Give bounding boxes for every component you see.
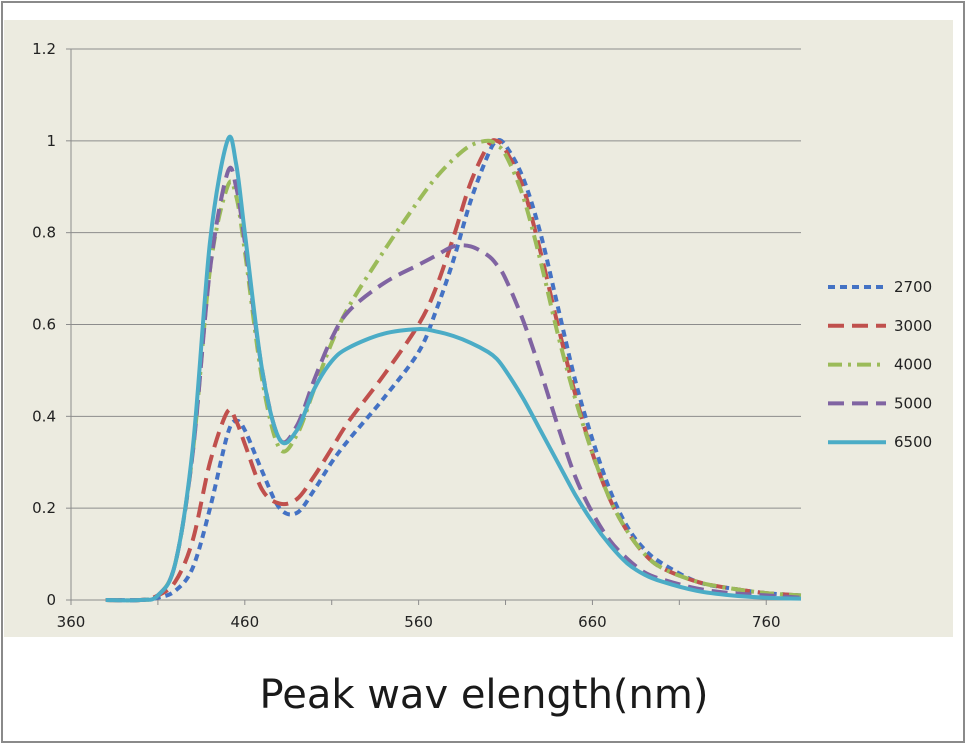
y-tick-label: 0 [46, 591, 56, 609]
series-line-6500 [105, 134, 802, 603]
legend-label-6500: 6500 [894, 433, 932, 451]
legend-label-5000: 5000 [894, 394, 932, 412]
series-line-4000 [105, 138, 802, 603]
x-tick-label: 760 [752, 613, 781, 631]
legend-label-2700: 2700 [894, 278, 932, 296]
x-tick-label: 660 [578, 613, 607, 631]
x-tick-label: 460 [230, 613, 259, 631]
x-axis-label: Peak wav elength(nm) [259, 672, 709, 718]
line-chart: 0 0.2 0.4 0.6 0.8 1 1.2 360 460 560 660 760 2700 300… [32, 40, 932, 631]
plot-panel: 0 0.2 0.4 0.6 0.8 1 1.2 360 460 560 660 760 2700 300… [4, 20, 953, 637]
legend-label-3000: 3000 [894, 317, 932, 335]
axes: 0 0.2 0.4 0.6 0.8 1 1.2 360 460 560 660 760 [32, 40, 801, 631]
x-tick-label: 560 [404, 613, 433, 631]
series-line-2700 [105, 137, 802, 603]
series-lines [105, 134, 802, 603]
y-tick-label: 0.8 [32, 224, 56, 242]
legend: 2700 3000 4000 5000 6500 [828, 278, 932, 451]
legend-label-4000: 4000 [894, 356, 932, 374]
gridlines [71, 48, 801, 601]
series-line-3000 [105, 138, 802, 603]
y-tick-label: 1 [46, 132, 56, 150]
y-tick-label: 0.4 [32, 407, 56, 425]
series-line-5000 [105, 165, 802, 603]
x-tick-label: 360 [57, 613, 86, 631]
y-tick-label: 0.6 [32, 316, 56, 334]
y-tick-label: 1.2 [32, 40, 56, 58]
y-tick-label: 0.2 [32, 499, 56, 517]
